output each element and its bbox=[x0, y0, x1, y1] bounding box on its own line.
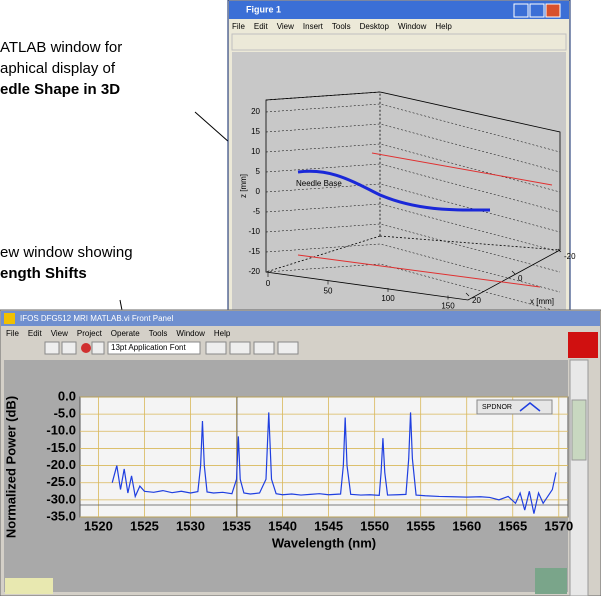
x-tick-label: 1545 bbox=[314, 518, 343, 533]
y-axis-label: Normalized Power (dB) bbox=[3, 396, 18, 538]
annotation: ew window showing bbox=[0, 244, 133, 261]
menu-item[interactable]: Desktop bbox=[360, 22, 390, 31]
front-tick-label: 100 bbox=[381, 294, 395, 303]
menu-item[interactable]: Project bbox=[77, 329, 103, 338]
z-tick-label: 5 bbox=[256, 167, 261, 176]
side-axis-label: x [mm] bbox=[530, 297, 554, 306]
y-tick-label: 0.0 bbox=[58, 388, 76, 403]
menu-item[interactable]: Insert bbox=[303, 22, 324, 31]
z-tick-label: -20 bbox=[248, 267, 260, 276]
legend-label: SPDNOR bbox=[482, 404, 512, 411]
x-tick-label: 1520 bbox=[84, 518, 113, 533]
x-tick-label: 1560 bbox=[452, 518, 481, 533]
maximize-button[interactable] bbox=[530, 4, 544, 17]
align-button[interactable] bbox=[206, 342, 226, 354]
side-tick-label: 20 bbox=[472, 296, 481, 305]
screenshot: ATLAB window for aphical display of edle… bbox=[0, 0, 601, 596]
y-tick-label: -35.0 bbox=[46, 508, 76, 523]
x-tick-label: 1570 bbox=[544, 518, 573, 533]
run-button[interactable] bbox=[45, 342, 59, 354]
front-tick-label: 150 bbox=[441, 302, 455, 311]
annotation: aphical display of bbox=[0, 60, 116, 77]
window-title: IFOS DFG512 MRI MATLAB.vi Front Panel bbox=[20, 314, 173, 323]
toolbar bbox=[232, 34, 566, 50]
run-continuous-button[interactable] bbox=[62, 342, 76, 354]
menu-item[interactable]: File bbox=[232, 22, 245, 31]
figure-background bbox=[232, 52, 566, 314]
resize-button[interactable] bbox=[254, 342, 274, 354]
menu-item[interactable]: View bbox=[51, 329, 68, 338]
x-axis-label: Wavelength (nm) bbox=[272, 535, 376, 550]
annotation: edle Shape in 3D bbox=[0, 81, 120, 98]
x-tick-label: 1565 bbox=[498, 518, 527, 533]
menu-item[interactable]: Help bbox=[214, 329, 231, 338]
y-tick-label: -25.0 bbox=[46, 474, 76, 489]
plot-annotation: Needle Base bbox=[296, 179, 342, 188]
menu-item[interactable]: Window bbox=[398, 22, 427, 31]
x-tick-label: 1555 bbox=[406, 518, 435, 533]
x-tick-label: 1540 bbox=[268, 518, 297, 533]
labview-window: IFOS DFG512 MRI MATLAB.vi Front Panel Fi… bbox=[0, 310, 601, 596]
font-menu-text: 13pt Application Font bbox=[111, 343, 186, 352]
minimize-button[interactable] bbox=[514, 4, 528, 17]
y-tick-label: -15.0 bbox=[46, 440, 76, 455]
z-tick-label: 0 bbox=[256, 187, 261, 196]
pause-button[interactable] bbox=[92, 342, 104, 354]
menu-item[interactable]: Edit bbox=[254, 22, 269, 31]
menu-item[interactable]: File bbox=[6, 329, 19, 338]
menu-item[interactable]: Operate bbox=[111, 329, 140, 338]
page: ATLAB window for aphical display of edle… bbox=[0, 0, 601, 596]
menu-item[interactable]: Tools bbox=[149, 329, 168, 338]
front-tick-label: 0 bbox=[266, 279, 271, 288]
front-tick-label: 50 bbox=[324, 287, 333, 296]
annotation: ATLAB window for bbox=[0, 39, 122, 56]
distribute-button[interactable] bbox=[230, 342, 250, 354]
menu-item[interactable]: Tools bbox=[332, 22, 351, 31]
app-icon bbox=[4, 313, 15, 324]
x-tick-label: 1550 bbox=[360, 518, 389, 533]
y-tick-label: -10.0 bbox=[46, 423, 76, 438]
side-tick-label: -20 bbox=[564, 252, 576, 261]
vi-icon bbox=[568, 332, 598, 358]
y-tick-label: -30.0 bbox=[46, 491, 76, 506]
x-tick-label: 1530 bbox=[176, 518, 205, 533]
matlab-window: Figure 1 File Edit View Insert Tools Desktop W… bbox=[228, 0, 576, 322]
abort-button[interactable] bbox=[81, 343, 91, 353]
z-tick-label: -10 bbox=[248, 227, 260, 236]
x-tick-label: 1535 bbox=[222, 518, 251, 533]
x-tick-label: 1525 bbox=[130, 518, 159, 533]
graph-palette[interactable] bbox=[5, 578, 53, 594]
menu-item[interactable]: Edit bbox=[28, 329, 43, 338]
z-tick-label: 15 bbox=[251, 127, 260, 136]
reorder-button[interactable] bbox=[278, 342, 298, 354]
nav-icon bbox=[535, 568, 567, 594]
scrollbar[interactable] bbox=[570, 360, 588, 596]
y-tick-label: -5.0 bbox=[54, 406, 76, 421]
z-tick-label: 10 bbox=[251, 147, 260, 156]
annotation: ength Shifts bbox=[0, 265, 87, 282]
z-tick-label: -15 bbox=[248, 247, 260, 256]
menu-item[interactable]: View bbox=[277, 22, 294, 31]
menu-item[interactable]: Help bbox=[435, 22, 452, 31]
menu-item[interactable]: Window bbox=[176, 329, 205, 338]
z-tick-label: 20 bbox=[251, 107, 260, 116]
side-tick-label: 0 bbox=[518, 274, 523, 283]
scroll-thumb[interactable] bbox=[572, 400, 586, 460]
window-title: Figure 1 bbox=[246, 4, 281, 14]
close-button[interactable] bbox=[546, 4, 560, 17]
z-tick-label: -5 bbox=[253, 207, 261, 216]
y-tick-label: -20.0 bbox=[46, 457, 76, 472]
z-axis-label: z [mm] bbox=[239, 174, 248, 198]
